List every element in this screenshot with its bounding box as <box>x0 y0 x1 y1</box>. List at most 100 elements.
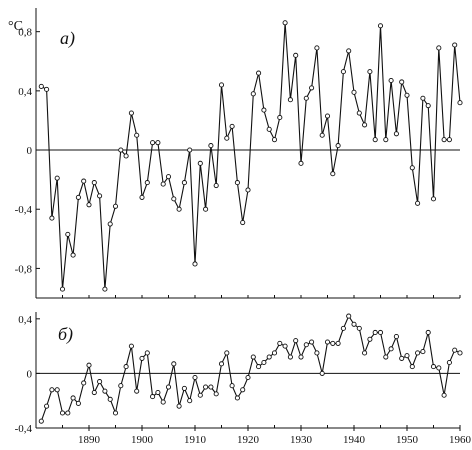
data-point <box>70 252 76 258</box>
x-tick-label: 1960 <box>449 434 472 446</box>
data-point <box>383 354 389 360</box>
data-point <box>409 165 415 171</box>
data-point <box>314 350 320 356</box>
x-tick-label: 1890 <box>78 434 101 446</box>
data-point <box>75 194 81 200</box>
data-point <box>372 329 378 336</box>
data-point <box>377 23 384 29</box>
data-point <box>266 354 272 360</box>
x-tick-label: 1900 <box>131 434 154 446</box>
data-point <box>176 206 182 212</box>
data-point <box>420 95 426 101</box>
data-point <box>404 92 410 98</box>
data-point <box>165 384 172 390</box>
data-point <box>409 364 415 370</box>
data-point <box>86 362 92 368</box>
data-point <box>261 359 267 366</box>
data-point <box>420 349 426 355</box>
data-point <box>208 384 214 390</box>
data-point <box>44 86 50 92</box>
data-point <box>340 325 346 331</box>
data-point <box>181 180 187 186</box>
data-point <box>44 403 50 409</box>
data-point <box>123 153 129 159</box>
data-point <box>372 137 378 143</box>
data-point <box>234 180 240 186</box>
data-point <box>65 231 71 237</box>
data-point <box>213 391 219 397</box>
data-point <box>298 354 304 360</box>
data-point <box>91 389 97 396</box>
data-point <box>150 394 156 400</box>
data-point <box>256 70 262 76</box>
series-line <box>40 314 461 422</box>
data-point <box>234 395 240 401</box>
data-point <box>441 137 447 143</box>
data-point <box>197 160 203 166</box>
data-point <box>144 350 150 356</box>
data-point <box>155 389 161 396</box>
data-point <box>97 193 103 199</box>
data-point <box>118 147 124 153</box>
data-point <box>70 395 76 401</box>
data-point <box>128 343 134 349</box>
data-point <box>187 147 193 153</box>
x-tick-label: 1910 <box>184 434 207 446</box>
data-point <box>160 181 166 187</box>
data-point <box>271 137 278 143</box>
data-point <box>112 410 119 416</box>
data-point <box>330 340 336 346</box>
data-point <box>287 97 293 103</box>
data-point <box>452 347 458 353</box>
unit-label: °C <box>8 19 23 34</box>
data-point <box>436 365 442 371</box>
y-tick-label: 0,4 <box>18 86 32 98</box>
data-point <box>388 346 394 352</box>
data-point <box>218 82 225 88</box>
data-point <box>351 89 357 95</box>
data-point <box>38 83 44 89</box>
data-point <box>65 410 71 416</box>
data-point <box>240 387 246 393</box>
y-tick-label: 0,4 <box>18 314 32 326</box>
data-point <box>102 286 108 292</box>
data-point <box>203 384 209 390</box>
data-point <box>134 132 140 138</box>
data-point <box>218 361 225 367</box>
y-tick-label: -0,4 <box>15 204 33 216</box>
data-point <box>256 364 262 370</box>
data-point <box>303 342 309 348</box>
data-point <box>59 410 66 416</box>
data-point <box>107 396 113 402</box>
data-point <box>277 340 283 346</box>
x-tick-label: 1940 <box>343 434 366 446</box>
data-point <box>415 200 421 206</box>
data-point <box>81 178 87 184</box>
data-point <box>123 364 129 370</box>
data-point <box>436 45 442 51</box>
data-point <box>197 392 203 398</box>
data-point <box>261 107 267 113</box>
data-point <box>324 113 331 119</box>
data-point <box>187 398 193 404</box>
x-tick-label: 1930 <box>290 434 313 446</box>
data-point <box>150 140 156 146</box>
data-point <box>367 69 373 75</box>
data-point <box>49 215 55 221</box>
data-point <box>319 370 325 376</box>
data-point <box>399 355 405 361</box>
data-point <box>404 353 410 359</box>
data-point <box>314 45 320 51</box>
data-point <box>245 187 251 193</box>
data-point <box>266 126 272 132</box>
series-line <box>41 22 461 290</box>
data-point <box>213 183 219 189</box>
data-point <box>49 387 55 393</box>
data-point <box>54 387 60 393</box>
data-point <box>160 399 166 405</box>
data-point <box>399 79 405 85</box>
data-point <box>425 103 431 109</box>
panel-a-chart: °C а) 0,8 0,4 0 -0,4 -0,8 <box>8 8 463 299</box>
data-point <box>81 380 87 386</box>
data-point <box>54 175 60 181</box>
